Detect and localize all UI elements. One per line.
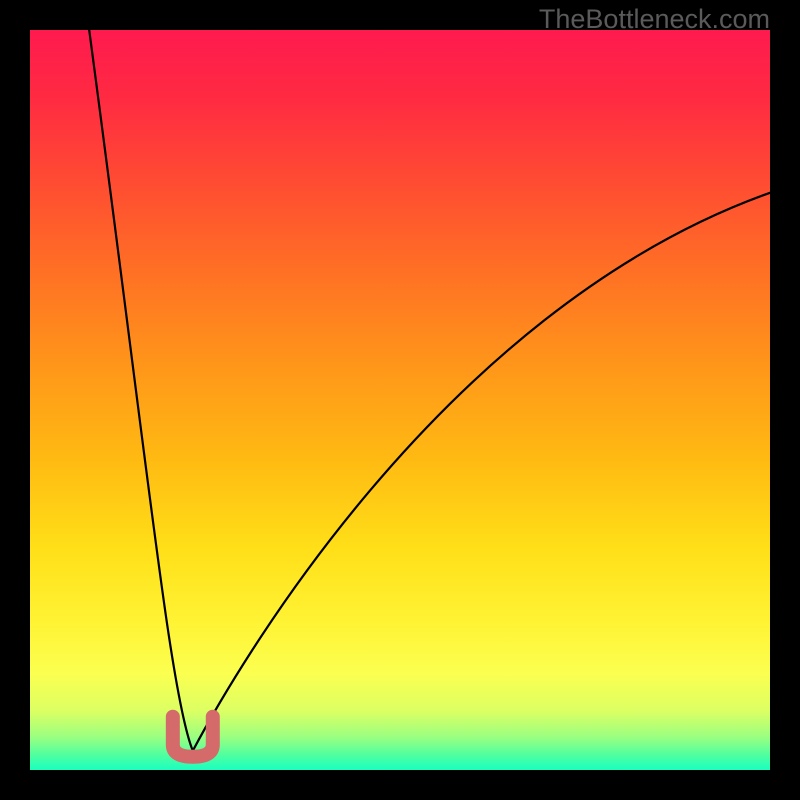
valley-marker — [173, 717, 213, 757]
bottleneck-curve — [89, 30, 770, 751]
curve-layer — [30, 30, 770, 770]
chart-stage: TheBottleneck.com — [0, 0, 800, 800]
watermark-text: TheBottleneck.com — [539, 4, 770, 35]
plot-area — [30, 30, 770, 770]
